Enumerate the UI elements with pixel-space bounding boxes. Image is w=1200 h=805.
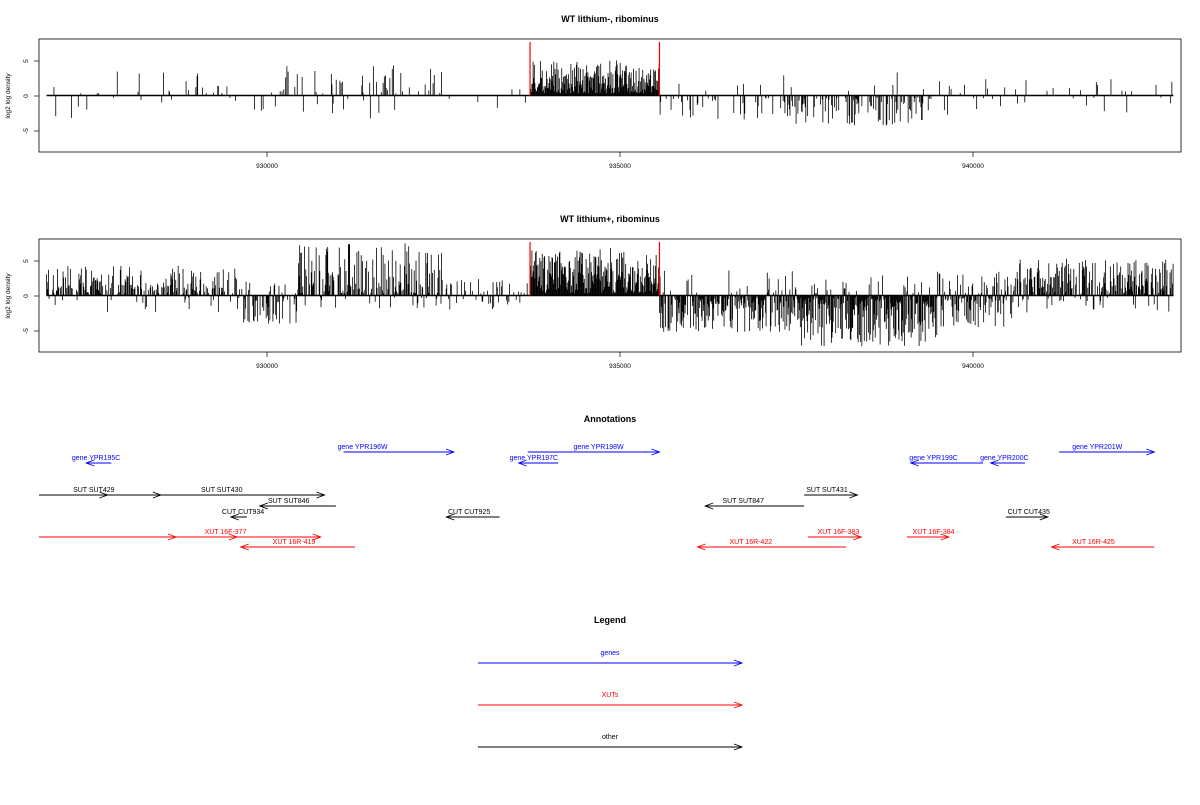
feature-arrow (807, 533, 863, 541)
x-tick-label: 940000 (962, 163, 984, 170)
feature-label: CUT CUT435 (1008, 509, 1050, 516)
feature-arrow (107, 491, 163, 499)
feature-arrow (804, 491, 859, 499)
annotations-title: Annotations (584, 414, 637, 424)
y-tick-label: -5 (23, 128, 30, 134)
legend-label: other (602, 734, 619, 741)
y-tick-label: -5 (23, 328, 30, 334)
feature-label: gene YPR199C (909, 455, 958, 462)
feature-arrow (1059, 448, 1156, 456)
feature-label: XUT 16F-383 (817, 529, 859, 536)
feature-label: gene YPR197C (510, 455, 559, 462)
x-axis: 930000 935000 940000 (256, 352, 984, 370)
legend-arrow (478, 659, 744, 667)
feature-arrow (906, 533, 951, 541)
y-axis: 5 0 -5 (23, 259, 39, 334)
x-tick-label: 930000 (256, 163, 278, 170)
feature-label: gene YPR196W (338, 444, 388, 451)
feature-arrow (517, 459, 559, 467)
legend-items: genes XUTs other (478, 650, 744, 751)
feature-arrow (1005, 513, 1050, 521)
y-axis-label: log2 log density (5, 273, 12, 319)
feature-arrow (909, 459, 984, 467)
feature-label: SUT SUT847 (722, 498, 764, 505)
feature-arrow (527, 448, 661, 456)
feature-arrow (39, 533, 178, 541)
track-panel-lithium-minus: WT lithium-, ribominus log2 log density … (5, 14, 1182, 170)
feature-label: SUT SUT846 (268, 498, 310, 505)
feature-label: gene YPR198W (574, 444, 624, 451)
x-tick-label: 935000 (609, 163, 631, 170)
feature-label: SUT SUT431 (806, 487, 848, 494)
feature-arrow (1050, 543, 1155, 551)
legend: Legend genes XUTs other (478, 615, 744, 751)
x-tick-label: 930000 (256, 363, 278, 370)
feature-label: gene YPR201W (1072, 444, 1122, 451)
legend-arrow (478, 743, 744, 751)
y-tick-label: 5 (23, 259, 30, 263)
legend-arrow (478, 701, 744, 709)
feature-arrow (703, 502, 805, 510)
y-axis: 5 0 -5 (23, 59, 39, 134)
feature-label: CUT CUT934 (222, 509, 264, 516)
feature-label: XUT 16F-377 (205, 529, 247, 536)
feature-arrow (696, 543, 847, 551)
x-tick-label: 935000 (609, 363, 631, 370)
legend-label: XUTs (602, 692, 619, 699)
x-tick-label: 940000 (962, 363, 984, 370)
y-tick-label: 0 (23, 294, 30, 298)
feature-arrow (160, 491, 326, 499)
track-panel-lithium-plus: WT lithium+, ribominus log2 log density … (5, 214, 1182, 370)
feature-label: SUT SUT430 (201, 487, 243, 494)
feature-arrow (84, 459, 112, 467)
feature-arrow (236, 533, 322, 541)
feature-label: XUT 16R-422 (730, 539, 773, 546)
feature-label: XUT 16F-384 (913, 529, 955, 536)
feature-label: gene YPR195C (72, 455, 121, 462)
feature-arrow (343, 448, 456, 456)
feature-label: XUT 16R-419 (273, 539, 316, 546)
plot-frame (38, 238, 1182, 353)
bar-series (46, 242, 1174, 347)
feature-arrow (239, 543, 355, 551)
legend-label: genes (600, 650, 620, 657)
feature-arrow (258, 502, 336, 510)
y-tick-label: 5 (23, 59, 30, 63)
feature-arrow (229, 513, 247, 521)
feature-list: gene YPR195C gene YPR196W gene YPR197C gene… (39, 444, 1156, 551)
feature-label: gene YPR200C (980, 455, 1029, 462)
y-axis-label: log2 log density (5, 73, 12, 119)
feature-label: XUT 16R-425 (1072, 539, 1115, 546)
plot-frame (38, 38, 1182, 153)
feature-label: SUT SUT429 (73, 487, 115, 494)
y-tick-label: 0 (23, 94, 30, 98)
feature-label: CUT CUT925 (448, 509, 490, 516)
panel-title: WT lithium-, ribominus (561, 14, 659, 24)
panel-title: WT lithium+, ribominus (560, 214, 660, 224)
feature-arrow (445, 513, 500, 521)
bar-series (46, 42, 1174, 126)
legend-title: Legend (594, 615, 626, 625)
x-axis: 930000 935000 940000 (256, 152, 984, 170)
feature-arrow (989, 459, 1025, 467)
